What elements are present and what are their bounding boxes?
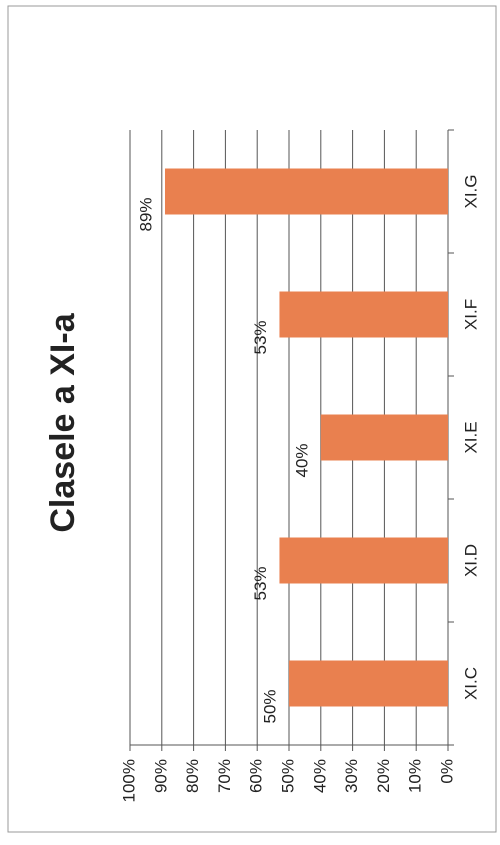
value-label: 53% bbox=[251, 320, 270, 354]
bar bbox=[279, 537, 448, 584]
x-tick-label: XI.D bbox=[461, 544, 480, 577]
value-label: 53% bbox=[251, 566, 270, 600]
y-tick-label: 40% bbox=[310, 759, 329, 793]
x-tick-label: XI.C bbox=[461, 667, 480, 700]
y-tick-label: 20% bbox=[374, 759, 393, 793]
bar bbox=[289, 660, 448, 707]
value-label: 50% bbox=[260, 689, 279, 723]
y-tick-label: 50% bbox=[278, 759, 297, 793]
chart-title: Clasele a XI-a bbox=[44, 312, 82, 532]
page-frame bbox=[7, 5, 497, 833]
y-tick-label: 0% bbox=[437, 759, 456, 784]
y-tick-label: 60% bbox=[247, 759, 266, 793]
x-tick-label: XI.E bbox=[461, 421, 480, 453]
x-tick-label: XI.G bbox=[461, 174, 480, 208]
bar bbox=[279, 291, 448, 338]
chart: Clasele a XI-a 0% 10% 20% 30% 40% 50% 60% 70% 80… bbox=[44, 129, 480, 802]
y-tick-label: 90% bbox=[151, 759, 170, 793]
value-label: 40% bbox=[292, 443, 311, 477]
y-tick-label: 70% bbox=[215, 759, 234, 793]
y-tick-label: 80% bbox=[183, 759, 202, 793]
y-tick-label: 10% bbox=[406, 759, 425, 793]
y-tick-label: 100% bbox=[119, 759, 138, 802]
value-label: 89% bbox=[136, 197, 155, 231]
bar bbox=[320, 414, 448, 461]
x-tick-label: XI.F bbox=[461, 299, 480, 330]
bar bbox=[164, 168, 448, 215]
y-tick-label: 30% bbox=[342, 759, 361, 793]
